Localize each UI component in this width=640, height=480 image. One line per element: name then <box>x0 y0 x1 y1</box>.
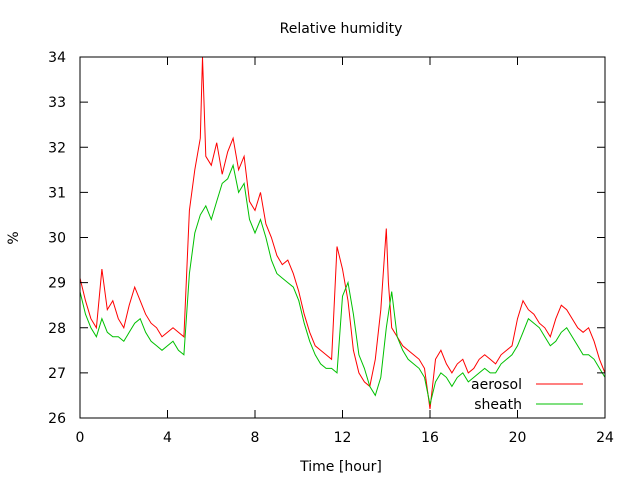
y-tick-label: 31 <box>48 185 66 201</box>
y-tick-label: 28 <box>48 321 66 337</box>
plot-frame <box>79 56 606 419</box>
series-line-aerosol <box>79 56 606 410</box>
y-tick-label: 26 <box>48 411 66 427</box>
series-layer <box>79 56 606 410</box>
x-tick-label: 16 <box>421 430 439 446</box>
y-axis-label: % <box>6 231 22 244</box>
chart-title: Relative humidity <box>280 21 403 37</box>
legend: aerosol sheath <box>471 377 583 413</box>
x-tick-label: 20 <box>509 430 527 446</box>
x-tick-label: 24 <box>596 430 614 446</box>
x-tick-label: 12 <box>334 430 352 446</box>
x-tick-label: 0 <box>76 430 85 446</box>
y-tick-label: 34 <box>48 50 66 66</box>
y-tick-label: 30 <box>48 231 66 247</box>
y-tick-label: 33 <box>48 95 66 111</box>
series-line-sheath <box>79 163 606 405</box>
y-tick-label: 32 <box>48 140 66 156</box>
y-tick-label: 29 <box>48 276 66 292</box>
ticks-layer: 26 27 28 29 30 31 32 33 34 0 4 8 12 16 20 24 <box>48 50 614 446</box>
legend-label-aerosol: aerosol <box>471 377 522 393</box>
x-tick-label: 4 <box>163 430 172 446</box>
x-axis-label: Time [hour] <box>299 459 382 475</box>
x-tick-label: 8 <box>251 430 260 446</box>
y-tick-label: 27 <box>48 366 66 382</box>
legend-label-sheath: sheath <box>474 397 522 413</box>
